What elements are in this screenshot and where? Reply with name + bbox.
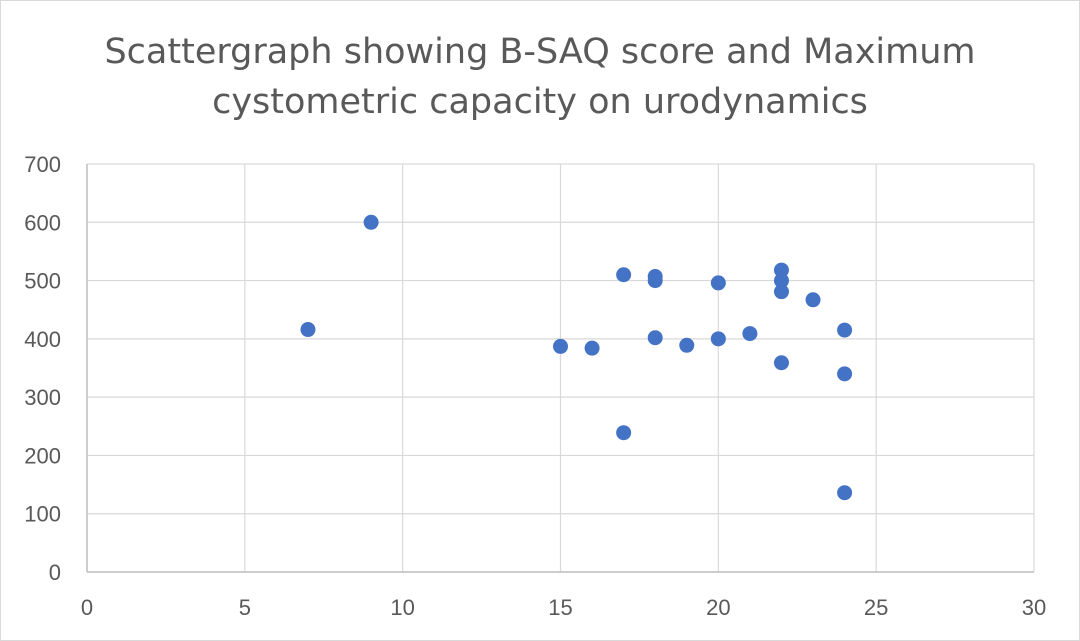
x-tick-label: 15 bbox=[548, 595, 572, 620]
data-point bbox=[837, 366, 853, 382]
x-tick-label: 5 bbox=[239, 595, 251, 620]
data-point bbox=[805, 292, 821, 308]
gridlines bbox=[86, 163, 1035, 573]
data-point bbox=[773, 262, 789, 278]
x-tick-label: 10 bbox=[390, 595, 414, 620]
data-point bbox=[837, 485, 853, 501]
data-point bbox=[773, 355, 789, 371]
data-point bbox=[773, 273, 789, 289]
x-tick-label: 20 bbox=[706, 595, 730, 620]
data-point bbox=[679, 337, 695, 353]
data-points bbox=[300, 214, 853, 501]
data-point bbox=[616, 267, 632, 283]
data-point bbox=[742, 326, 758, 342]
chart-title-line-1: Scattergraph showing B-SAQ score and Max… bbox=[104, 32, 976, 72]
chart-title-line-2: cystometric capacity on urodynamics bbox=[212, 82, 868, 122]
data-point bbox=[710, 331, 726, 347]
data-point bbox=[647, 330, 663, 346]
y-tick-label: 100 bbox=[24, 502, 61, 527]
y-tick-label: 500 bbox=[24, 269, 61, 294]
data-point bbox=[363, 214, 379, 230]
y-tick-label: 600 bbox=[24, 210, 61, 235]
chart-title: Scattergraph showing B-SAQ score and Max… bbox=[1, 27, 1079, 127]
y-tick-label: 200 bbox=[24, 443, 61, 468]
x-tick-label: 25 bbox=[864, 595, 888, 620]
data-point bbox=[647, 273, 663, 289]
data-point bbox=[553, 338, 568, 354]
data-point bbox=[616, 425, 632, 441]
data-point bbox=[710, 275, 726, 291]
y-tick-label: 0 bbox=[49, 560, 61, 585]
data-point bbox=[837, 322, 853, 338]
data-point bbox=[300, 322, 316, 338]
axes bbox=[86, 164, 1034, 573]
y-tick-label: 400 bbox=[24, 327, 61, 352]
y-tick-label: 300 bbox=[24, 385, 61, 410]
data-point bbox=[584, 340, 600, 356]
x-tick-label: 30 bbox=[1022, 595, 1046, 620]
data-point bbox=[773, 284, 789, 300]
tick-labels: 0 100 200 300 400 500 600 700 0 5 10 15 20 25 30 bbox=[24, 152, 1046, 620]
y-tick-label: 700 bbox=[24, 152, 61, 177]
x-tick-label: 0 bbox=[81, 595, 93, 620]
